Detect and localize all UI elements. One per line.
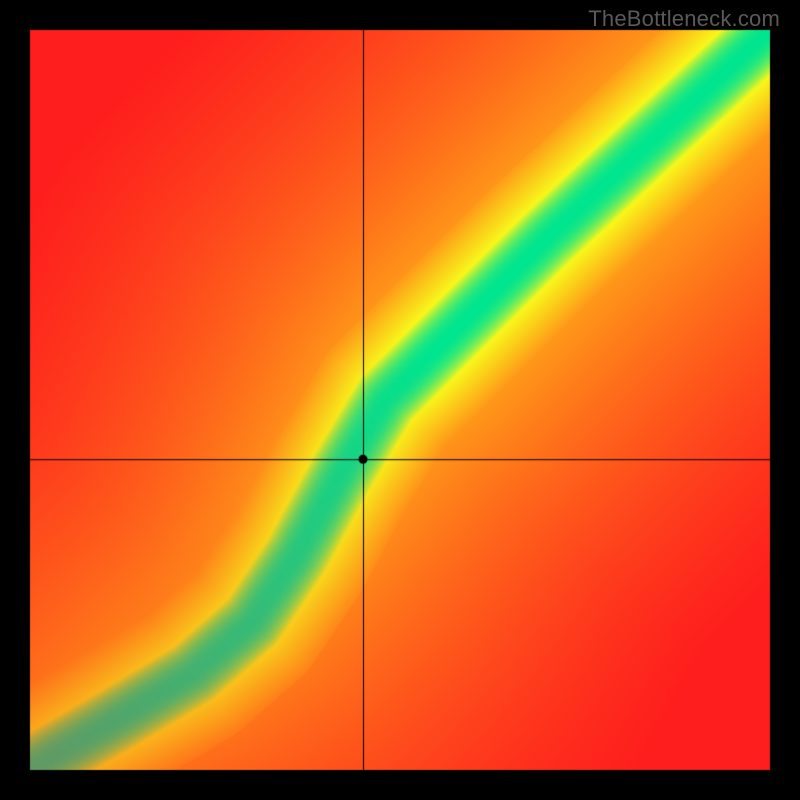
bottleneck-heatmap	[0, 0, 800, 800]
watermark-text: TheBottleneck.com	[588, 6, 780, 32]
chart-container: TheBottleneck.com	[0, 0, 800, 800]
